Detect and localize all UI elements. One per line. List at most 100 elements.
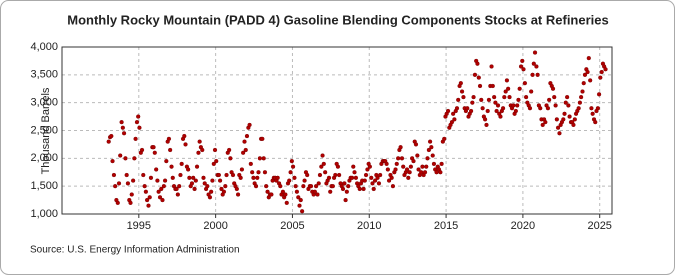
data-point bbox=[330, 184, 335, 189]
data-point bbox=[137, 125, 142, 130]
data-point bbox=[531, 61, 536, 66]
data-point bbox=[527, 106, 533, 111]
data-point bbox=[557, 131, 562, 136]
y-tick-label: 2,500 bbox=[30, 124, 58, 136]
data-point bbox=[529, 89, 534, 94]
data-point bbox=[538, 106, 543, 111]
data-point bbox=[394, 161, 399, 166]
data-point bbox=[242, 139, 247, 144]
data-point bbox=[472, 72, 478, 77]
data-point bbox=[386, 178, 392, 183]
data-point bbox=[219, 186, 224, 192]
data-point bbox=[148, 175, 154, 180]
data-point bbox=[494, 108, 499, 114]
data-point bbox=[251, 175, 256, 180]
data-point bbox=[125, 181, 131, 186]
data-point bbox=[428, 139, 433, 144]
data-point bbox=[129, 192, 134, 197]
data-point bbox=[353, 175, 358, 180]
data-point bbox=[177, 184, 182, 189]
data-point bbox=[485, 108, 490, 114]
data-point bbox=[516, 97, 521, 102]
source-note: Source: U.S. Energy Information Administ… bbox=[30, 245, 240, 256]
data-point bbox=[115, 200, 120, 205]
data-point bbox=[328, 189, 333, 194]
x-tick-label: 2000 bbox=[203, 220, 227, 232]
data-point bbox=[515, 103, 520, 108]
x-tick-label: 2010 bbox=[357, 220, 381, 232]
data-point bbox=[132, 156, 137, 161]
data-point bbox=[314, 184, 319, 189]
data-point bbox=[367, 164, 372, 169]
data-point bbox=[552, 94, 557, 100]
data-point bbox=[202, 181, 207, 186]
data-point bbox=[599, 69, 604, 75]
data-point bbox=[335, 164, 341, 169]
data-point bbox=[550, 86, 556, 91]
data-point bbox=[484, 122, 489, 128]
data-point bbox=[571, 122, 576, 128]
data-point bbox=[308, 184, 314, 189]
data-point bbox=[278, 184, 283, 189]
data-point bbox=[357, 186, 362, 192]
data-point bbox=[292, 175, 297, 180]
data-point bbox=[490, 83, 495, 89]
data-point bbox=[520, 58, 525, 64]
data-point bbox=[319, 164, 324, 169]
data-point bbox=[168, 147, 173, 153]
data-point bbox=[582, 72, 588, 77]
data-point bbox=[352, 170, 357, 175]
data-point bbox=[585, 69, 590, 75]
data-point bbox=[155, 178, 160, 183]
y-tick-label: 4,000 bbox=[30, 41, 58, 53]
data-point bbox=[577, 100, 582, 105]
data-point bbox=[513, 108, 518, 114]
data-point bbox=[532, 50, 538, 55]
data-point bbox=[187, 175, 192, 180]
data-point bbox=[110, 159, 115, 164]
data-point bbox=[239, 167, 245, 172]
plot-frame bbox=[61, 46, 613, 215]
data-point bbox=[492, 94, 497, 100]
data-point bbox=[288, 170, 293, 175]
data-point bbox=[476, 75, 481, 80]
x-tick-label: 2020 bbox=[511, 220, 535, 232]
data-point bbox=[459, 89, 465, 94]
data-point bbox=[426, 147, 431, 153]
data-point bbox=[238, 175, 243, 180]
data-point bbox=[296, 195, 301, 200]
data-point bbox=[228, 156, 233, 161]
data-point bbox=[521, 67, 526, 72]
data-point bbox=[248, 161, 253, 166]
data-point bbox=[493, 100, 498, 105]
data-point bbox=[294, 189, 300, 194]
data-point bbox=[186, 167, 191, 172]
data-point bbox=[576, 106, 581, 111]
data-point bbox=[563, 100, 568, 105]
data-point bbox=[224, 172, 229, 178]
data-point bbox=[342, 181, 347, 186]
data-point bbox=[416, 167, 421, 172]
data-point bbox=[363, 172, 369, 178]
data-point bbox=[269, 192, 274, 197]
data-point bbox=[378, 172, 383, 178]
data-point bbox=[470, 100, 475, 105]
data-point bbox=[175, 192, 180, 197]
data-point bbox=[534, 64, 539, 69]
data-point bbox=[323, 170, 328, 175]
data-point bbox=[118, 153, 123, 158]
data-point bbox=[216, 172, 221, 178]
x-tick-label: 2025 bbox=[587, 220, 611, 232]
data-point bbox=[530, 72, 535, 77]
data-point bbox=[572, 117, 577, 122]
data-point bbox=[425, 156, 430, 161]
data-point bbox=[580, 89, 585, 94]
data-point bbox=[562, 111, 567, 116]
data-point bbox=[214, 159, 219, 164]
data-point bbox=[178, 172, 183, 178]
data-point bbox=[197, 139, 202, 144]
data-point bbox=[404, 167, 410, 172]
data-point bbox=[154, 167, 159, 172]
data-point bbox=[106, 139, 111, 144]
data-point bbox=[212, 147, 218, 153]
